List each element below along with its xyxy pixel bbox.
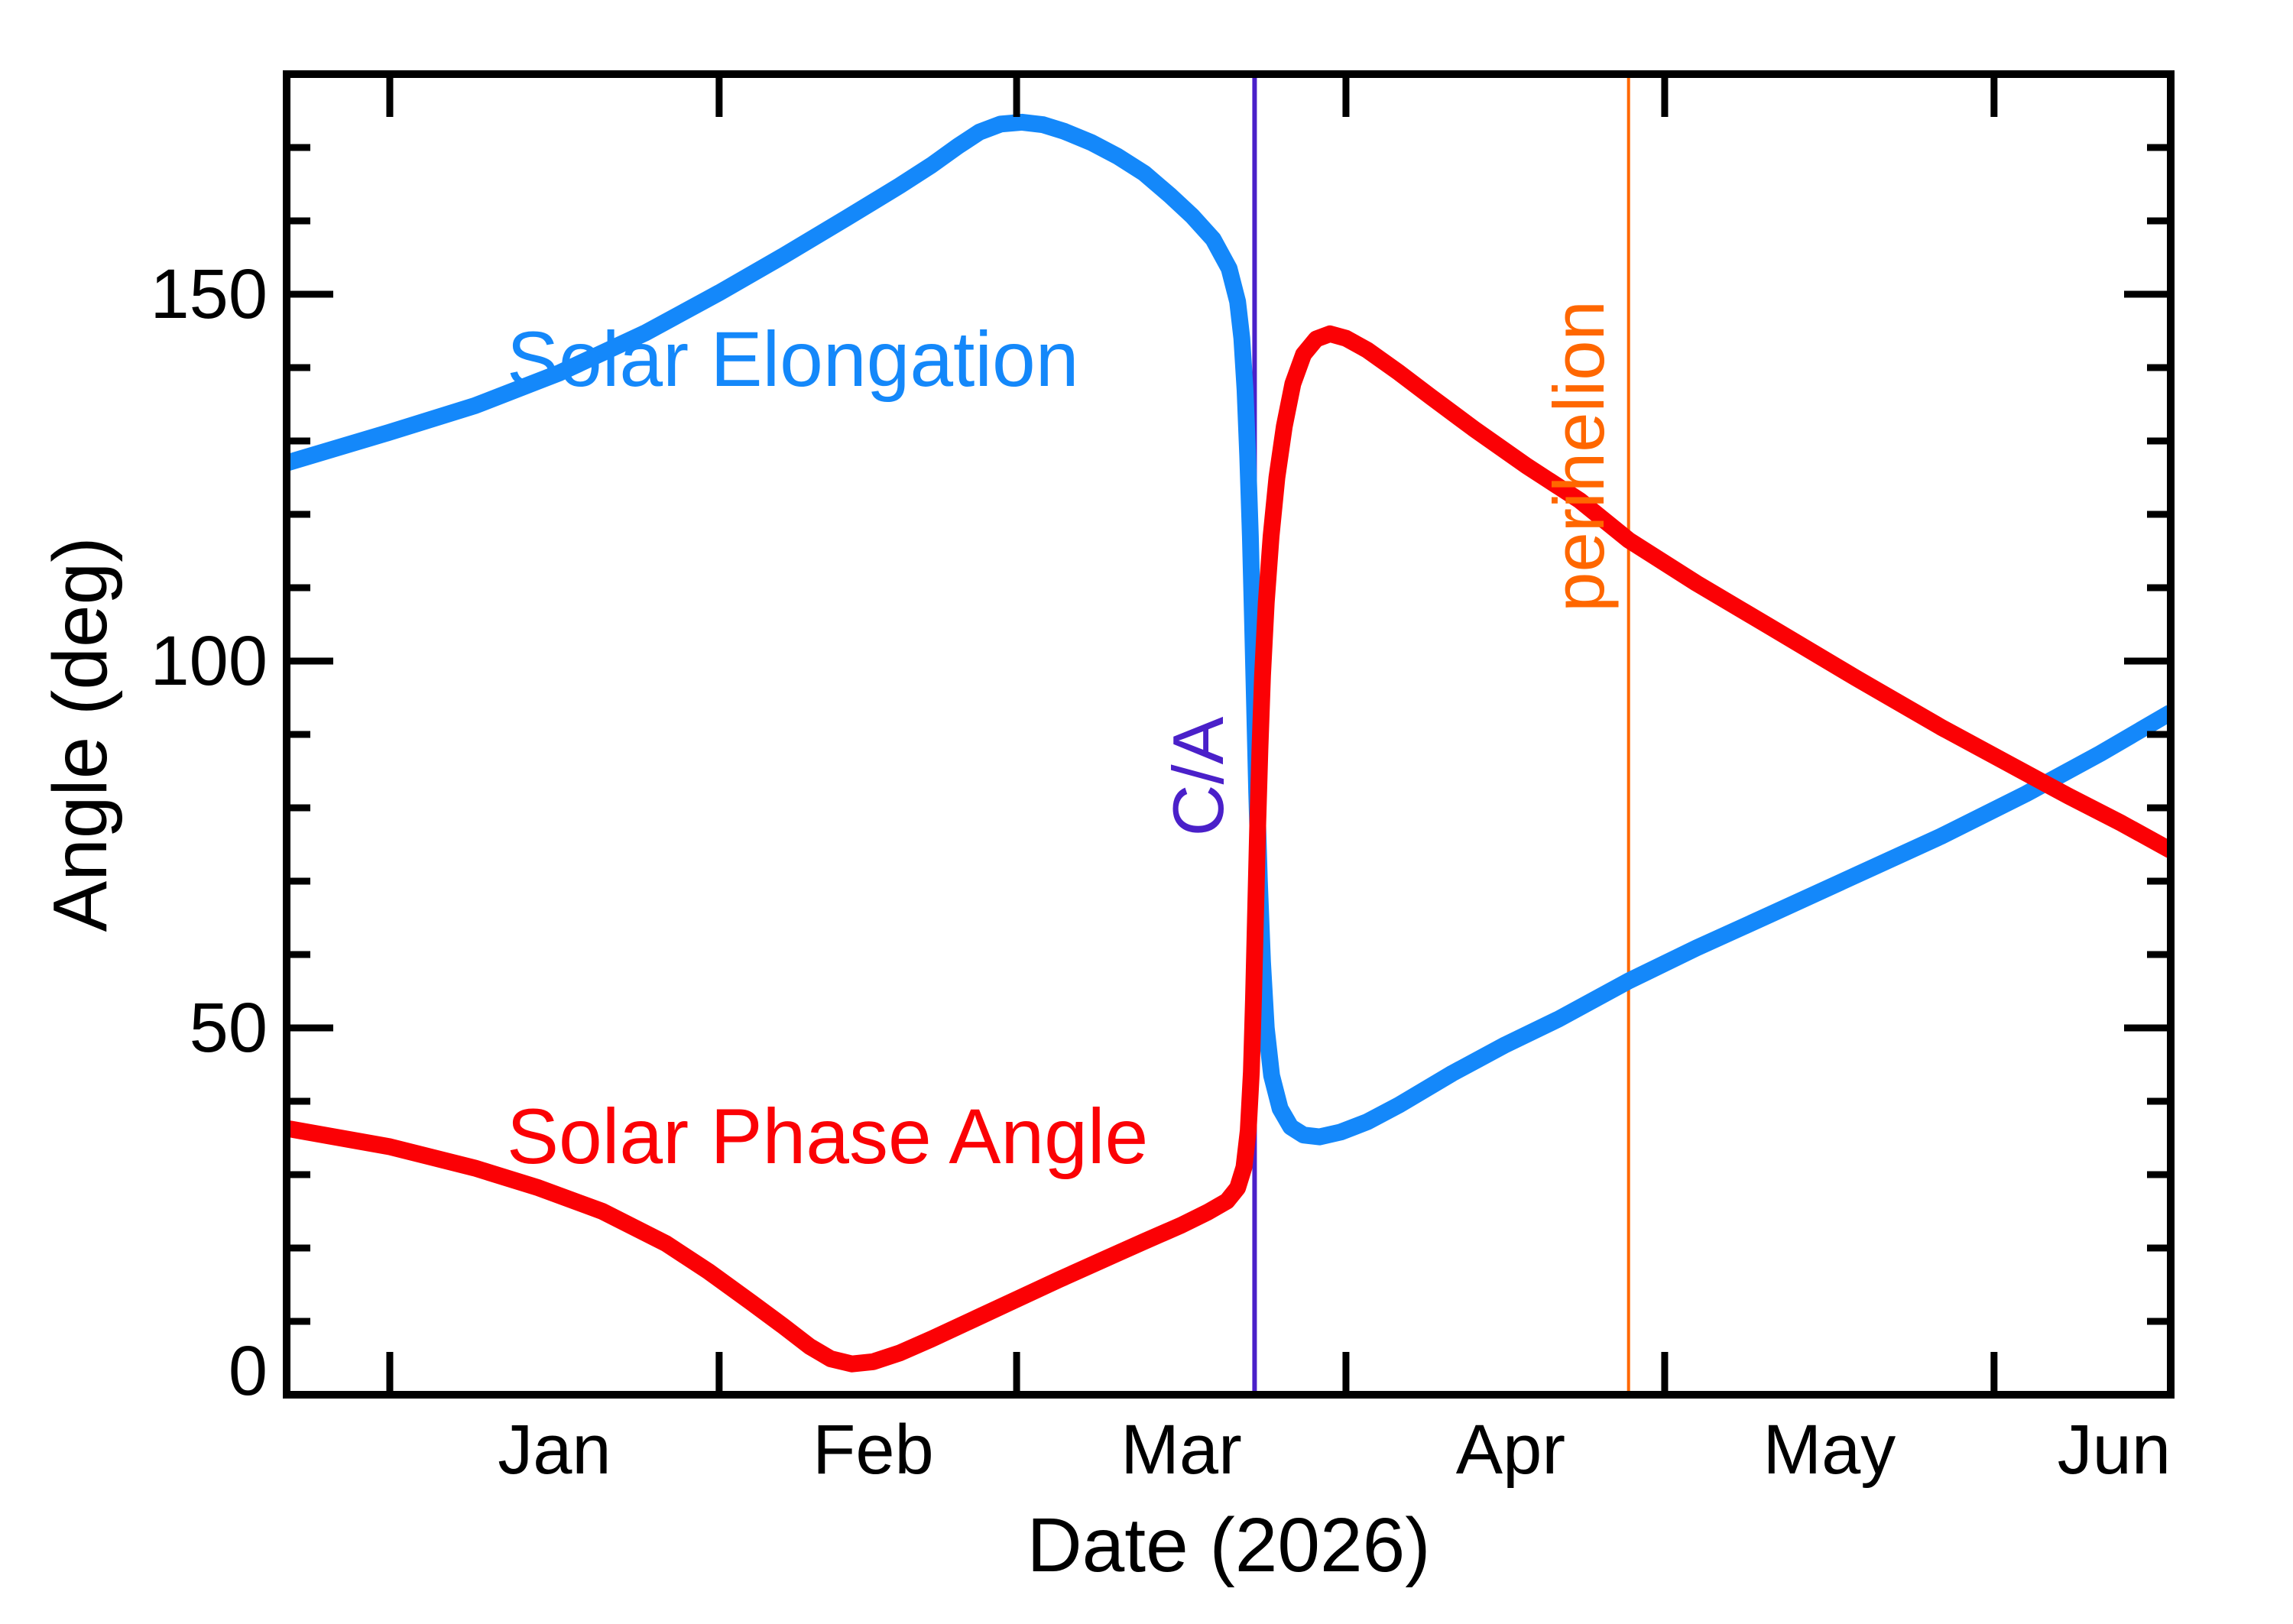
x-tick-label-apr: Apr: [1455, 1411, 1565, 1489]
y-tick-label-150: 150: [150, 255, 268, 333]
curve-solar-elongation: [287, 113, 2171, 1146]
y-tick-label-100: 100: [150, 622, 268, 700]
x-tick-label-mar: Mar: [1121, 1411, 1242, 1489]
x-tick-label-jan: Jan: [498, 1411, 611, 1489]
x-axis-title: Date (2026): [1026, 1502, 1431, 1588]
series-label-solar-elongation: Solar Elongation: [507, 316, 1079, 403]
y-tick-label-0: 0: [228, 1332, 268, 1410]
y-tick-labels: 0 50 100 150: [0, 0, 269, 1624]
x-tick-label-feb: Feb: [812, 1411, 934, 1489]
x-tick-label-may: May: [1763, 1411, 1896, 1489]
series-label-solar-phase-angle: Solar Phase Angle: [507, 1093, 1149, 1180]
x-tick-label-jun: Jun: [2057, 1411, 2171, 1489]
curve-solar-phase-angle: [287, 325, 2171, 1373]
y-tick-label-50: 50: [189, 989, 268, 1067]
plot-frame: [283, 70, 2175, 1399]
